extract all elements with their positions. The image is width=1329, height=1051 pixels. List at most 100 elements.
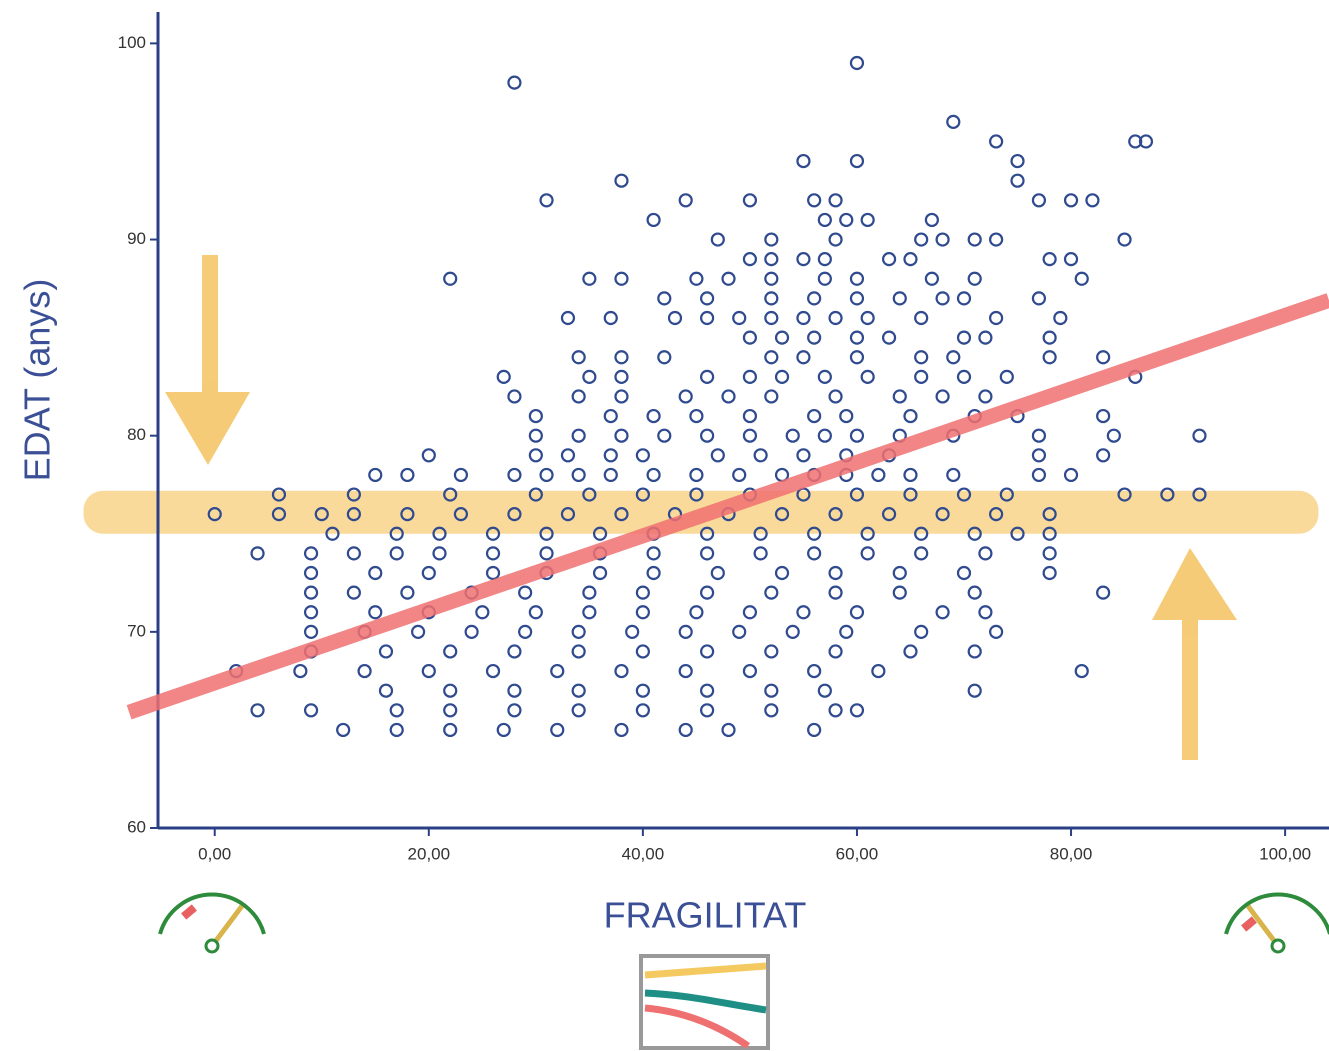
point bbox=[1054, 312, 1066, 324]
point bbox=[380, 645, 392, 657]
point bbox=[444, 645, 456, 657]
point bbox=[744, 410, 756, 422]
point bbox=[808, 194, 820, 206]
point bbox=[937, 390, 949, 402]
point bbox=[1076, 273, 1088, 285]
point bbox=[348, 547, 360, 559]
point bbox=[819, 430, 831, 442]
point bbox=[797, 449, 809, 461]
point bbox=[915, 626, 927, 638]
point bbox=[990, 234, 1002, 246]
point bbox=[701, 312, 713, 324]
point bbox=[755, 449, 767, 461]
point bbox=[830, 704, 842, 716]
point bbox=[765, 351, 777, 363]
point bbox=[369, 606, 381, 618]
point bbox=[894, 390, 906, 402]
point bbox=[573, 351, 585, 363]
point bbox=[701, 430, 713, 442]
point bbox=[830, 234, 842, 246]
point bbox=[765, 645, 777, 657]
point bbox=[712, 567, 724, 579]
point bbox=[1033, 430, 1045, 442]
point bbox=[926, 214, 938, 226]
point bbox=[615, 724, 627, 736]
point bbox=[819, 253, 831, 265]
point bbox=[573, 469, 585, 481]
point bbox=[658, 292, 670, 304]
point bbox=[562, 449, 574, 461]
point bbox=[648, 410, 660, 422]
point bbox=[894, 292, 906, 304]
point bbox=[969, 273, 981, 285]
point bbox=[305, 547, 317, 559]
point bbox=[637, 449, 649, 461]
point bbox=[337, 724, 349, 736]
point bbox=[637, 645, 649, 657]
point bbox=[862, 312, 874, 324]
point bbox=[776, 371, 788, 383]
point bbox=[883, 253, 895, 265]
point bbox=[830, 567, 842, 579]
y-tick-label: 60 bbox=[127, 817, 146, 836]
point bbox=[937, 606, 949, 618]
point bbox=[487, 567, 499, 579]
point bbox=[990, 312, 1002, 324]
point bbox=[252, 704, 264, 716]
point bbox=[701, 547, 713, 559]
x-tick-label: 20,00 bbox=[408, 844, 451, 863]
point bbox=[979, 606, 991, 618]
point bbox=[915, 351, 927, 363]
point bbox=[723, 390, 735, 402]
point bbox=[1097, 587, 1109, 599]
point bbox=[1097, 351, 1109, 363]
point bbox=[894, 567, 906, 579]
point bbox=[690, 606, 702, 618]
point bbox=[723, 724, 735, 736]
point bbox=[765, 253, 777, 265]
point bbox=[1044, 547, 1056, 559]
point bbox=[530, 430, 542, 442]
point bbox=[797, 606, 809, 618]
point bbox=[541, 469, 553, 481]
point bbox=[658, 430, 670, 442]
point bbox=[797, 253, 809, 265]
point bbox=[498, 371, 510, 383]
point bbox=[615, 430, 627, 442]
point bbox=[305, 704, 317, 716]
point bbox=[530, 410, 542, 422]
point bbox=[615, 273, 627, 285]
point bbox=[615, 371, 627, 383]
point bbox=[808, 547, 820, 559]
point bbox=[530, 449, 542, 461]
point bbox=[819, 371, 831, 383]
point bbox=[765, 685, 777, 697]
point bbox=[1044, 351, 1056, 363]
point bbox=[573, 390, 585, 402]
point bbox=[508, 685, 520, 697]
point bbox=[969, 234, 981, 246]
chart: 607080901000,0020,0040,0060,0080,00100,0… bbox=[0, 0, 1329, 1051]
point bbox=[637, 685, 649, 697]
point bbox=[819, 685, 831, 697]
point bbox=[626, 626, 638, 638]
point bbox=[926, 273, 938, 285]
point bbox=[851, 704, 863, 716]
point bbox=[915, 312, 927, 324]
point bbox=[872, 665, 884, 677]
point bbox=[701, 371, 713, 383]
point bbox=[498, 724, 510, 736]
point bbox=[830, 645, 842, 657]
point bbox=[669, 312, 681, 324]
point bbox=[434, 547, 446, 559]
point bbox=[1033, 194, 1045, 206]
point bbox=[744, 253, 756, 265]
point bbox=[680, 665, 692, 677]
point bbox=[391, 704, 403, 716]
point bbox=[851, 155, 863, 167]
point bbox=[765, 390, 777, 402]
point bbox=[979, 547, 991, 559]
point bbox=[1119, 234, 1131, 246]
point bbox=[305, 587, 317, 599]
point bbox=[508, 469, 520, 481]
